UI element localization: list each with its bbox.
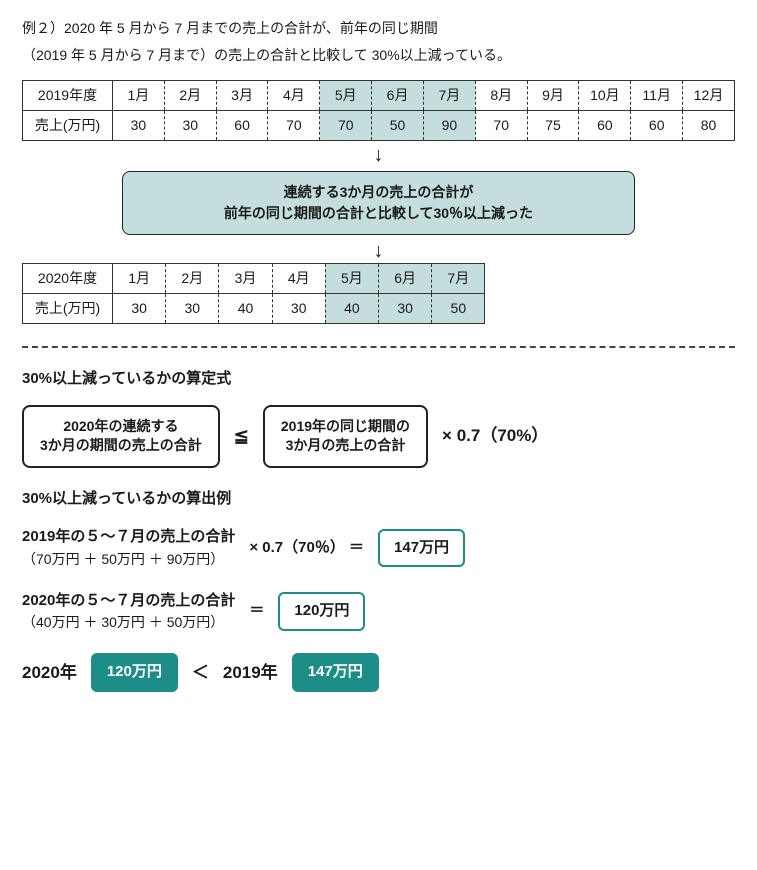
table-month-cell: 5月 <box>325 264 378 294</box>
divider-dashed <box>22 346 735 348</box>
table-value-cell: 30 <box>379 294 432 324</box>
calc-2019-lhs: 2019年の５～７月の売上の合計 （70万円 ＋ 50万円 ＋ 90万円） <box>22 526 235 570</box>
calc-2019-title: 2019年の５～７月の売上の合計 <box>22 526 235 549</box>
table-month-cell: 12月 <box>683 81 735 111</box>
table-value-cell: 60 <box>579 111 631 141</box>
calc-2020-sub: （40万円 ＋ 30万円 ＋ 50万円） <box>22 612 235 633</box>
callout-line1: 連続する3か月の売上の合計が <box>141 182 616 203</box>
formula-op: ≦ <box>234 423 249 450</box>
calc-2019-sub: （70万円 ＋ 50万円 ＋ 90万円） <box>22 549 235 570</box>
table-value-cell: 30 <box>113 111 165 141</box>
formula-section-title: 30%以上減っているかの算定式 <box>22 368 735 391</box>
table-value-cell: 50 <box>432 294 485 324</box>
table-month-cell: 6月 <box>379 264 432 294</box>
table-row-label: 2019年度 <box>23 81 113 111</box>
intro-line2: （2019 年 5 月から 7 月まで）の売上の合計と比較して 30%以上減って… <box>22 45 735 66</box>
arrow-down-1: ↓ <box>22 145 735 165</box>
table-2020-header-row: 2020年度1月2月3月4月5月6月7月 <box>23 264 485 294</box>
table-month-cell: 3月 <box>216 81 268 111</box>
table-value-cell: 40 <box>219 294 272 324</box>
final-op: ＜ <box>192 660 209 686</box>
calc-2019-mult: × 0.7（70％） ＝ <box>249 537 364 560</box>
table-month-cell: 5月 <box>320 81 372 111</box>
calc-2019-row: 2019年の５～７月の売上の合計 （70万円 ＋ 50万円 ＋ 90万円） × … <box>22 526 735 570</box>
table-2020-data-row: 売上(万円)30304030403050 <box>23 294 485 324</box>
table-2020: 2020年度1月2月3月4月5月6月7月 売上(万円)3030403040305… <box>22 263 485 324</box>
callout-box: 連続する3か月の売上の合計が 前年の同じ期間の合計と比較して30％以上減った <box>122 171 635 235</box>
formula-mult: × 0.7（70%） <box>442 423 548 449</box>
table-month-cell: 2月 <box>166 264 219 294</box>
table-value-cell: 75 <box>527 111 579 141</box>
table-month-cell: 10月 <box>579 81 631 111</box>
table-value-cell: 70 <box>320 111 372 141</box>
formula-right-line2: 3か月の売上の合計 <box>281 436 410 456</box>
table-value-cell: 40 <box>325 294 378 324</box>
final-pill-2019: 147万円 <box>292 653 379 692</box>
table-value-cell: 30 <box>272 294 325 324</box>
formula-right-box: 2019年の同じ期間の 3か月の売上の合計 <box>263 405 428 468</box>
table-value-cell: 30 <box>113 294 166 324</box>
formula-left-box: 2020年の連続する 3か月の期間の売上の合計 <box>22 405 220 468</box>
formula-right-line1: 2019年の同じ期間の <box>281 417 410 437</box>
calc-2020-lhs: 2020年の５～７月の売上の合計 （40万円 ＋ 30万円 ＋ 50万円） <box>22 590 235 634</box>
final-comparison-row: 2020年 120万円 ＜ 2019年 147万円 <box>22 653 735 692</box>
table-month-cell: 1月 <box>113 81 165 111</box>
table-2019-header-row: 2019年度1月2月3月4月5月6月7月8月9月10月11月12月 <box>23 81 735 111</box>
table-month-cell: 8月 <box>475 81 527 111</box>
intro-text: 例２）2020 年 5 月から 7 月までの売上の合計が、前年の同じ期間 （20… <box>22 18 735 66</box>
formula-row: 2020年の連続する 3か月の期間の売上の合計 ≦ 2019年の同じ期間の 3か… <box>22 405 735 468</box>
table-month-cell: 7月 <box>423 81 475 111</box>
table-month-cell: 3月 <box>219 264 272 294</box>
result-pill-120: 120万円 <box>278 592 365 631</box>
table-row-label: 売上(万円) <box>23 294 113 324</box>
table-value-cell: 90 <box>423 111 475 141</box>
calc-2020-row: 2020年の５～７月の売上の合計 （40万円 ＋ 30万円 ＋ 50万円） ＝ … <box>22 590 735 634</box>
table-month-cell: 4月 <box>268 81 320 111</box>
table-month-cell: 6月 <box>372 81 424 111</box>
arrow-down-2: ↓ <box>22 241 735 261</box>
table-month-cell: 2月 <box>164 81 216 111</box>
table-month-cell: 7月 <box>432 264 485 294</box>
table-value-cell: 70 <box>475 111 527 141</box>
final-label-2020: 2020年 <box>22 660 77 686</box>
table-month-cell: 1月 <box>113 264 166 294</box>
final-pill-2020: 120万円 <box>91 653 178 692</box>
table-value-cell: 80 <box>683 111 735 141</box>
table-value-cell: 30 <box>164 111 216 141</box>
table-row-label: 売上(万円) <box>23 111 113 141</box>
calc-2020-eq: ＝ <box>249 600 264 623</box>
table-2019: 2019年度1月2月3月4月5月6月7月8月9月10月11月12月 売上(万円)… <box>22 80 735 141</box>
table-value-cell: 50 <box>372 111 424 141</box>
final-label-2019: 2019年 <box>223 660 278 686</box>
table-value-cell: 70 <box>268 111 320 141</box>
table-value-cell: 60 <box>216 111 268 141</box>
result-pill-147: 147万円 <box>378 529 465 568</box>
table-value-cell: 60 <box>631 111 683 141</box>
calc-2020-title: 2020年の５～７月の売上の合計 <box>22 590 235 613</box>
table-month-cell: 4月 <box>272 264 325 294</box>
formula-left-line1: 2020年の連続する <box>40 417 202 437</box>
formula-left-line2: 3か月の期間の売上の合計 <box>40 436 202 456</box>
table-month-cell: 9月 <box>527 81 579 111</box>
table-month-cell: 11月 <box>631 81 683 111</box>
table-value-cell: 30 <box>166 294 219 324</box>
table-2019-data-row: 売上(万円)303060707050907075606080 <box>23 111 735 141</box>
intro-line1: 例２）2020 年 5 月から 7 月までの売上の合計が、前年の同じ期間 <box>22 18 735 39</box>
callout-line2: 前年の同じ期間の合計と比較して30％以上減った <box>141 203 616 224</box>
example-section-title: 30%以上減っているかの算出例 <box>22 488 735 511</box>
table-row-label: 2020年度 <box>23 264 113 294</box>
